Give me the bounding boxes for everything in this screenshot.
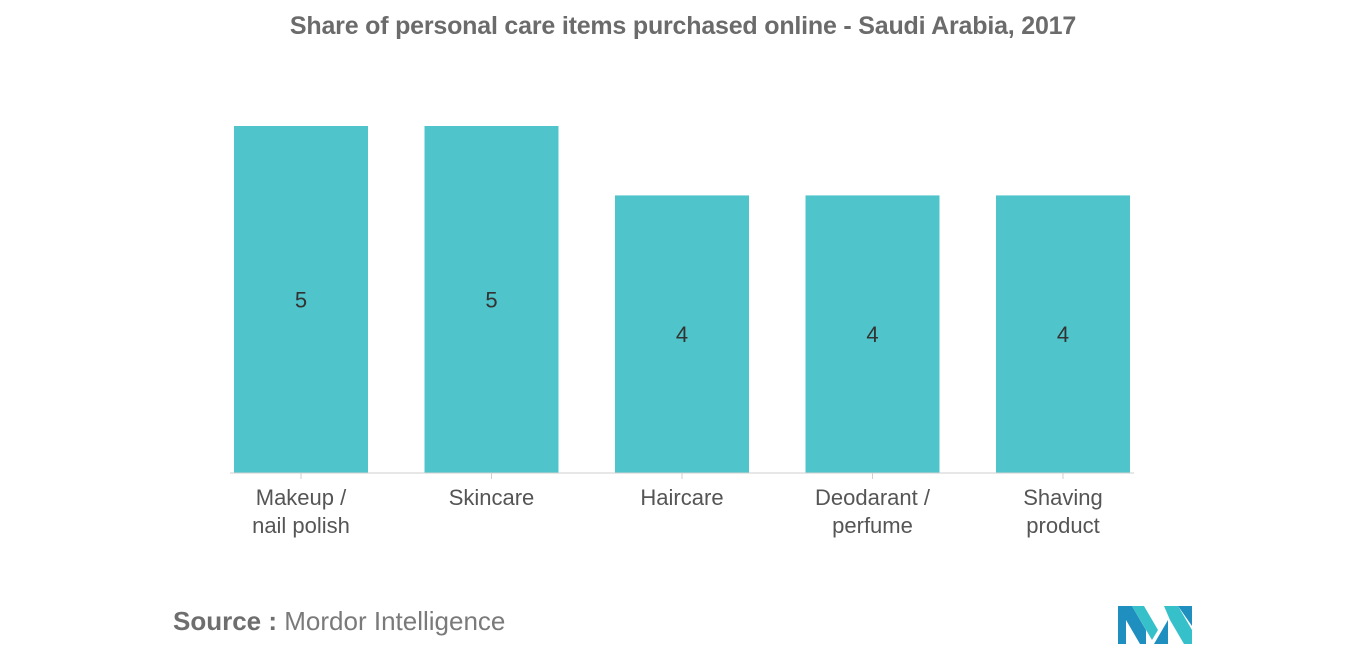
source-note: Source : Mordor Intelligence — [173, 606, 505, 637]
data-label-4: 4 — [1057, 322, 1069, 347]
bar-4 — [996, 195, 1130, 473]
x-tick-label-4-1: product — [1026, 513, 1099, 538]
mordor-intelligence-logo-icon — [1118, 606, 1192, 644]
source-name: Mordor Intelligence — [284, 606, 506, 636]
data-label-1: 5 — [485, 288, 497, 313]
bar-2 — [615, 195, 749, 473]
x-tick-label-3-0: Deodarant / — [815, 485, 931, 510]
bar-1 — [424, 126, 559, 473]
chart-title: Share of personal care items purchased o… — [289, 12, 1077, 40]
data-label-0: 5 — [295, 288, 307, 313]
x-tick-label-0-1: nail polish — [252, 513, 350, 538]
data-label-3: 4 — [866, 322, 878, 347]
x-tick-label-4-0: Shaving — [1023, 485, 1103, 510]
x-tick-label-0-0: Makeup / — [256, 485, 347, 510]
bar-3 — [805, 195, 940, 473]
x-tick-label-1-0: Skincare — [449, 485, 535, 510]
bar-0 — [234, 126, 368, 473]
x-tick-label-2-0: Haircare — [640, 485, 723, 510]
x-tick-label-3-1: perfume — [832, 513, 913, 538]
source-label: Source : — [173, 606, 278, 636]
data-label-2: 4 — [676, 322, 688, 347]
